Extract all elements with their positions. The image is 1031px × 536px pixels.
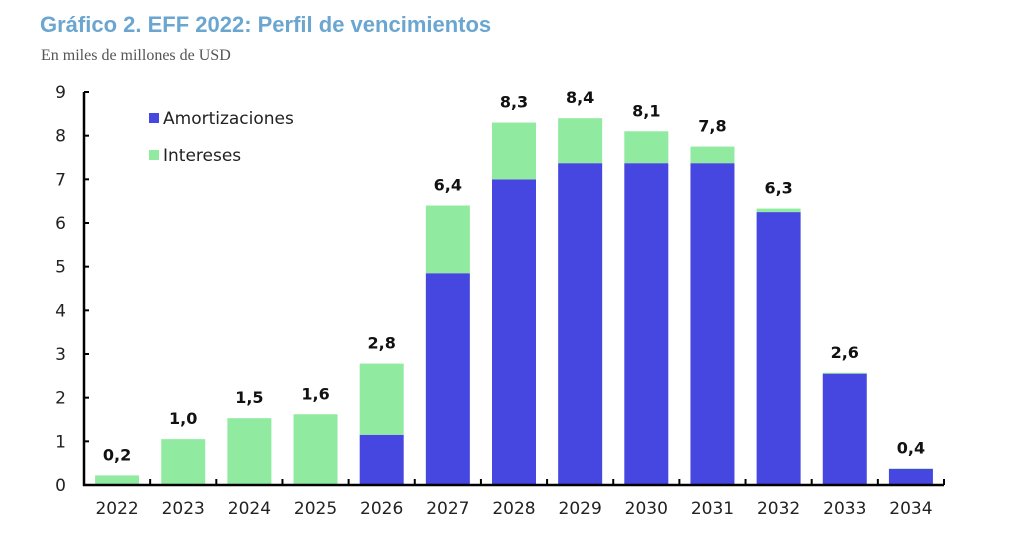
bar-intereses-2033 xyxy=(822,372,867,374)
bar-intereses-2027 xyxy=(425,205,470,274)
x-tick-label-2030: 2030 xyxy=(625,499,668,519)
data-label-2029: 8,4 xyxy=(566,88,594,107)
x-tick-label-2033: 2033 xyxy=(823,499,866,519)
bar-amortizaciones-2027 xyxy=(425,273,470,485)
data-label-2032: 6,3 xyxy=(764,179,792,198)
x-tick-label-2026: 2026 xyxy=(360,499,403,519)
bar-intereses-2031 xyxy=(690,146,735,164)
y-tick-label-6: 6 xyxy=(55,214,66,234)
y-tick-label-0: 0 xyxy=(55,476,66,496)
bar-intereses-2024 xyxy=(227,418,272,485)
data-label-2034: 0,4 xyxy=(897,438,925,457)
data-label-2027: 6,4 xyxy=(434,176,462,195)
y-tick-label-3: 3 xyxy=(55,345,66,365)
legend-label-amortizaciones: Amortizaciones xyxy=(163,109,294,129)
x-tick-label-2022: 2022 xyxy=(95,499,138,519)
data-label-2025: 1,6 xyxy=(301,384,329,403)
x-tick-label-2031: 2031 xyxy=(691,499,734,519)
legend-swatch-amortizaciones xyxy=(149,113,159,123)
y-tick-label-1: 1 xyxy=(55,432,66,452)
y-tick-label-5: 5 xyxy=(55,258,66,278)
y-tick-label-2: 2 xyxy=(55,389,66,409)
y-tick-label-7: 7 xyxy=(55,170,66,190)
data-label-2023: 1,0 xyxy=(169,409,197,428)
bar-amortizaciones-2031 xyxy=(690,163,735,485)
data-label-2022: 0,2 xyxy=(103,445,131,464)
bar-amortizaciones-2033 xyxy=(822,373,867,485)
bar-amortizaciones-2032 xyxy=(756,212,801,486)
bar-intereses-2025 xyxy=(293,414,338,485)
x-tick-label-2024: 2024 xyxy=(228,499,271,519)
bar-amortizaciones-2026 xyxy=(359,434,404,485)
y-tick-label-9: 9 xyxy=(55,83,66,103)
x-tick-label-2034: 2034 xyxy=(889,499,932,519)
bar-intereses-2030 xyxy=(624,131,669,164)
x-tick-label-2032: 2032 xyxy=(757,499,800,519)
data-label-2031: 7,8 xyxy=(698,117,726,136)
bar-amortizaciones-2030 xyxy=(624,163,669,485)
x-tick-label-2025: 2025 xyxy=(294,499,337,519)
bar-amortizaciones-2028 xyxy=(492,179,536,486)
bar-intereses-2026 xyxy=(359,363,404,435)
bar-amortizaciones-2034 xyxy=(888,468,933,485)
x-tick-label-2027: 2027 xyxy=(426,499,469,519)
data-label-2028: 8,3 xyxy=(500,93,528,112)
x-tick-label-2023: 2023 xyxy=(162,499,205,519)
data-label-2024: 1,5 xyxy=(235,388,263,407)
x-tick-label-2029: 2029 xyxy=(559,499,602,519)
bar-intereses-2028 xyxy=(492,122,536,180)
x-tick-label-2028: 2028 xyxy=(492,499,535,519)
chart-title: Gráfico 2. EFF 2022: Perfil de vencimien… xyxy=(40,12,492,37)
legend-swatch-intereses xyxy=(149,150,159,160)
bar-intereses-2022 xyxy=(95,475,140,485)
bar-amortizaciones-2029 xyxy=(558,163,603,485)
data-label-2033: 2,6 xyxy=(831,343,859,362)
data-label-2026: 2,8 xyxy=(368,334,396,353)
bar-intereses-2023 xyxy=(161,439,206,485)
chart-subtitle: En miles de millones de USD xyxy=(41,47,231,64)
bar-intereses-2032 xyxy=(756,208,801,213)
data-label-2030: 8,1 xyxy=(632,101,660,120)
y-tick-label-8: 8 xyxy=(55,127,66,147)
bar-intereses-2029 xyxy=(558,118,603,164)
legend-label-intereses: Intereses xyxy=(163,146,241,166)
y-tick-label-4: 4 xyxy=(55,301,66,321)
